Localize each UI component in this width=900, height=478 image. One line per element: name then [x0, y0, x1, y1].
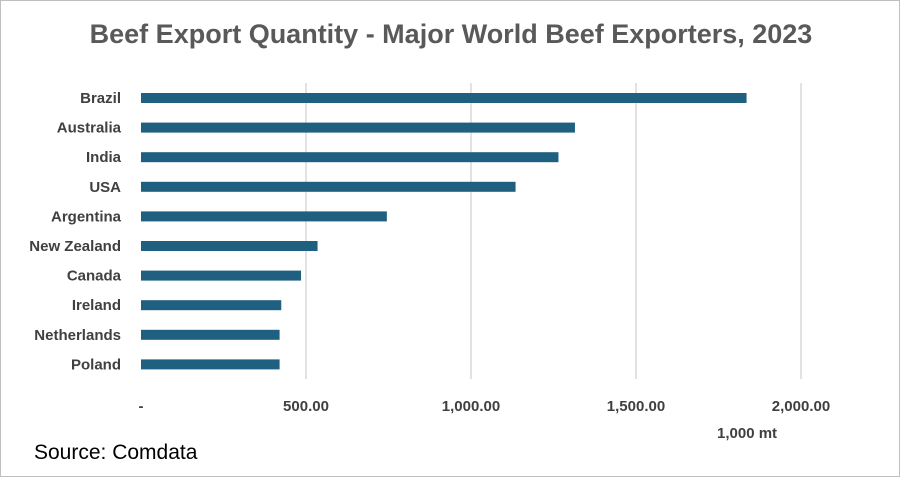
bar [141, 122, 575, 133]
x-tick-label: - [139, 398, 144, 415]
category-label: India [86, 149, 122, 166]
x-tick-label: 2,000.00 [772, 398, 830, 415]
bar [141, 93, 747, 103]
source-note: Source: Comdata [34, 441, 198, 464]
x-tick-label: 500.00 [283, 398, 329, 415]
category-label: Poland [71, 356, 121, 373]
bar [141, 300, 282, 311]
bar [141, 152, 559, 163]
chart-title: Beef Export Quantity - Major World Beef … [89, 19, 813, 49]
x-tick-label: 1,000.00 [442, 398, 500, 415]
category-label: Argentina [51, 208, 122, 225]
bar [141, 241, 318, 251]
x-axis-unit-label: 1,000 mt [717, 425, 778, 442]
category-label: Brazil [80, 90, 121, 107]
bar [141, 181, 516, 192]
bar [141, 270, 302, 281]
category-label: USA [89, 179, 121, 196]
x-tick-label: 1,500.00 [607, 398, 665, 415]
category-label: Ireland [72, 297, 121, 314]
bar [141, 359, 280, 370]
bar [141, 329, 280, 340]
category-label: New Zealand [29, 238, 121, 255]
category-label: Canada [67, 268, 122, 285]
bar [141, 211, 387, 222]
category-label: Australia [57, 120, 122, 137]
category-label: Netherlands [34, 327, 121, 344]
